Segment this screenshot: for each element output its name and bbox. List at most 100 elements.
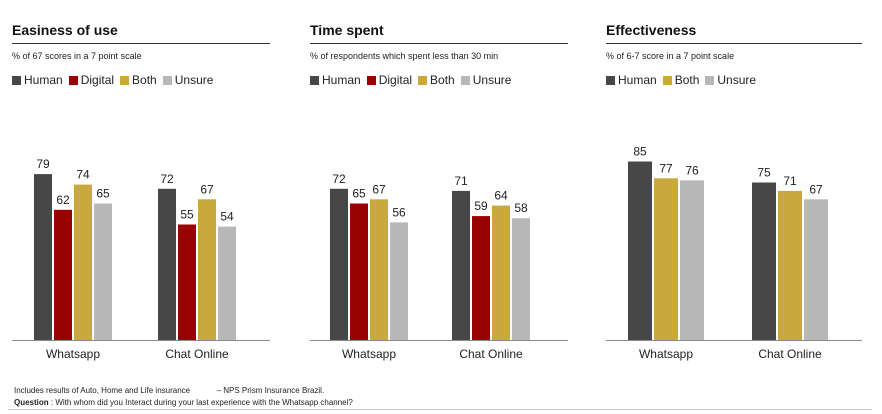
chart-subtitle: % of respondents which spent less than 3… — [310, 51, 499, 61]
legend-swatch — [120, 75, 130, 85]
category-label: Whatsapp — [639, 347, 693, 361]
legend-item: Human — [310, 73, 361, 87]
data-label: 72 — [160, 172, 174, 186]
chart-legend: Human Both Unsure — [606, 73, 762, 87]
bar — [752, 182, 776, 340]
data-label: 65 — [96, 187, 110, 201]
bar — [628, 161, 652, 340]
legend-item: Both — [662, 73, 699, 87]
legend-label: Digital — [378, 73, 413, 87]
footer-question: Question : With whom did you Interact du… — [14, 398, 353, 407]
data-label: 85 — [633, 145, 647, 159]
bar — [218, 226, 236, 340]
bar — [198, 199, 216, 340]
data-label: 76 — [685, 163, 699, 177]
category-label: Whatsapp — [342, 347, 396, 361]
chart-subtitle: % of 6-7 score in a 7 point scale — [606, 51, 735, 61]
legend-item: Both — [418, 73, 455, 87]
title-divider — [12, 43, 270, 44]
legend-swatch — [460, 75, 470, 85]
category-label: Chat Online — [165, 347, 229, 361]
chart-legend: Human Digital Both Unsure — [12, 73, 219, 87]
bar — [390, 222, 408, 340]
legend-swatch — [662, 75, 672, 85]
chart-panel-easiness: Easiness of use % of 67 scores in a 7 po… — [12, 0, 270, 361]
question-text: : With whom did you Interact during your… — [50, 398, 353, 407]
category-label: Whatsapp — [46, 347, 100, 361]
legend-swatch — [418, 75, 428, 85]
legend-swatch — [68, 75, 78, 85]
legend-label: Digital — [80, 73, 115, 87]
data-label: 79 — [36, 157, 50, 171]
legend-item: Both — [120, 73, 157, 87]
question-label: Question — [14, 398, 49, 407]
bar — [512, 218, 530, 340]
chart-title: Time spent — [310, 22, 384, 38]
chart-subtitle: % of 67 scores in a 7 point scale — [12, 51, 142, 61]
legend-label: Unsure — [717, 73, 757, 87]
bar — [74, 184, 92, 340]
bar — [94, 203, 112, 340]
legend-item: Digital — [68, 73, 115, 87]
data-label: 58 — [514, 201, 528, 215]
legend-swatch — [310, 75, 319, 85]
footer-note: Includes results of Auto, Home and Life … — [14, 386, 324, 395]
data-label: 54 — [220, 210, 234, 224]
bar — [804, 199, 828, 340]
legend-item: Human — [12, 73, 63, 87]
chart-panel-effectiveness: Effectiveness % of 6-7 score in a 7 poin… — [606, 0, 862, 361]
legend-item: Human — [606, 73, 657, 87]
bar — [350, 203, 368, 340]
footer-divider — [8, 409, 872, 410]
chart-title: Easiness of use — [12, 22, 118, 38]
data-label: 67 — [372, 182, 386, 196]
legend-label: Both — [132, 73, 157, 87]
data-label: 75 — [757, 166, 771, 180]
bar — [452, 190, 470, 340]
legend-item: Unsure — [162, 73, 214, 87]
data-label: 67 — [200, 182, 214, 196]
bar — [778, 190, 802, 340]
title-divider — [310, 43, 568, 44]
legend-swatch — [705, 75, 715, 85]
legend-swatch — [162, 75, 172, 85]
bar — [54, 209, 72, 340]
data-label: 71 — [783, 174, 797, 188]
bar — [330, 188, 348, 340]
legend-swatch — [366, 75, 376, 85]
bar — [370, 199, 388, 340]
footer-source-text: – NPS Prism Insurance Brazil. — [216, 386, 325, 395]
bar — [654, 178, 678, 340]
legend-item: Unsure — [460, 73, 512, 87]
legend-label: Human — [322, 73, 361, 87]
data-label: 71 — [454, 174, 468, 188]
legend-swatch — [12, 75, 21, 85]
data-label: 77 — [659, 161, 673, 175]
bar — [34, 174, 52, 340]
legend-label: Unsure — [174, 73, 214, 87]
bar-chart: 79 62 74 65 Whatsapp 72 55 67 54 Chat Online — [12, 157, 270, 361]
bar-chart: 85 77 76 Whatsapp 75 71 67 Chat Online — [606, 145, 862, 361]
bar — [178, 224, 196, 340]
data-label: 56 — [392, 205, 406, 219]
data-label: 55 — [180, 208, 194, 222]
category-label: Chat Online — [459, 347, 523, 361]
bar — [158, 188, 176, 340]
data-label: 62 — [56, 193, 70, 207]
legend-label: Human — [618, 73, 657, 87]
bar — [492, 205, 510, 340]
data-label: 72 — [332, 172, 346, 186]
data-label: 74 — [76, 168, 90, 182]
footer-note-text: Includes results of Auto, Home and Life … — [14, 386, 191, 395]
legend-label: Unsure — [472, 73, 512, 87]
data-label: 64 — [494, 189, 508, 203]
bar — [472, 216, 490, 340]
chart-legend: Human Digital Both Unsure — [310, 73, 517, 87]
legend-swatch — [606, 75, 615, 85]
chart-panel-time-spent: Time spent % of respondents which spent … — [310, 0, 568, 361]
legend-label: Both — [430, 73, 455, 87]
legend-label: Human — [24, 73, 63, 87]
legend-item: Digital — [366, 73, 413, 87]
category-label: Chat Online — [758, 347, 822, 361]
legend-item: Unsure — [705, 73, 756, 87]
